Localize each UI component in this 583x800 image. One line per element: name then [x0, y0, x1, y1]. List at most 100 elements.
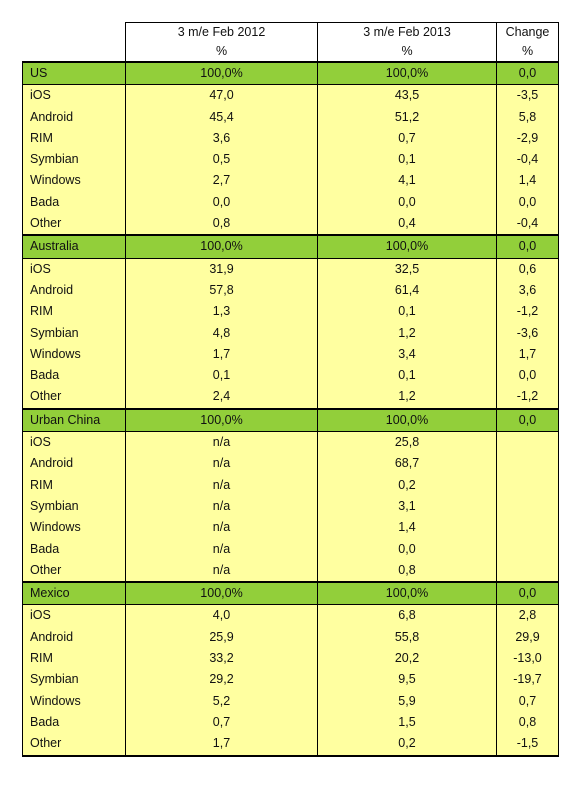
share-change: 1,4 — [496, 170, 559, 192]
share-2012: 4,0 — [125, 604, 318, 627]
share-2013: 9,5 — [317, 669, 497, 691]
share-2013: 0,8 — [317, 559, 497, 583]
share-2013: 0,2 — [317, 474, 497, 496]
share-2012: 1,3 — [125, 301, 318, 323]
table-body: US 100,0% 100,0% 0,0 iOS 47,0 43,5 -3,5 Android 4… — [22, 61, 559, 757]
platform-name: Windows — [22, 690, 126, 712]
share-2013: 0,1 — [317, 365, 497, 387]
header-col2-period: 3 m/e Feb 2013 — [317, 22, 497, 42]
share-2013: 32,5 — [317, 258, 497, 280]
share-change — [496, 538, 559, 560]
platform-name: Symbian — [22, 149, 126, 171]
share-2013: 61,4 — [317, 279, 497, 302]
share-change: -2,9 — [496, 127, 559, 150]
region-name: Mexico — [22, 581, 126, 606]
share-2012: 2,4 — [125, 386, 318, 409]
header-col3-change: Change — [496, 22, 559, 42]
region-change: 0,0 — [496, 407, 559, 433]
share-2013: 5,9 — [317, 690, 497, 712]
share-change: 0,0 — [496, 191, 559, 214]
market-share-table: 3 m/e Feb 2012 3 m/e Feb 2013 Change % %… — [22, 22, 559, 757]
share-2012: n/a — [125, 431, 318, 454]
table-row: Symbian 29,2 9,5 -19,7 — [22, 669, 559, 691]
share-2013: 1,2 — [317, 322, 497, 344]
share-2012: 57,8 — [125, 279, 318, 302]
table-row: Bada 0,1 0,1 0,0 — [22, 365, 559, 387]
share-2013: 68,7 — [317, 453, 497, 475]
share-change: -0,4 — [496, 149, 559, 171]
share-2013: 1,2 — [317, 386, 497, 409]
share-change: -1,5 — [496, 733, 559, 757]
share-2012: n/a — [125, 474, 318, 496]
table-row: Windows 1,7 3,4 1,7 — [22, 343, 559, 366]
table-row: Other 0,8 0,4 -0,4 — [22, 213, 559, 236]
region-row: Urban China 100,0% 100,0% 0,0 — [22, 407, 559, 433]
share-2013: 43,5 — [317, 84, 497, 107]
table-row: Symbian 0,5 0,1 -0,4 — [22, 149, 559, 171]
platform-name: Symbian — [22, 669, 126, 691]
share-2012: 3,6 — [125, 127, 318, 150]
platform-name: Bada — [22, 365, 126, 387]
platform-name: Windows — [22, 170, 126, 192]
region-change: 0,0 — [496, 234, 559, 259]
header-col3-unit: % — [496, 42, 559, 63]
table-row: Other n/a 0,8 — [22, 559, 559, 583]
share-change: 3,6 — [496, 279, 559, 302]
table-row: Windows 2,7 4,1 1,4 — [22, 170, 559, 192]
share-2012: n/a — [125, 517, 318, 539]
table-header: 3 m/e Feb 2012 3 m/e Feb 2013 Change % %… — [22, 22, 559, 63]
share-2012: n/a — [125, 559, 318, 583]
share-2013: 3,4 — [317, 343, 497, 366]
table-row: Other 1,7 0,2 -1,5 — [22, 733, 559, 757]
region-total: 100,0% — [125, 581, 318, 606]
platform-name: Symbian — [22, 495, 126, 518]
share-change: -3,5 — [496, 84, 559, 107]
share-2012: 31,9 — [125, 258, 318, 280]
platform-name: iOS — [22, 604, 126, 627]
table-row: Bada 0,0 0,0 0,0 — [22, 191, 559, 214]
share-change — [496, 559, 559, 583]
share-change — [496, 517, 559, 539]
share-change: -19,7 — [496, 669, 559, 691]
table-row: RIM 33,2 20,2 -13,0 — [22, 648, 559, 670]
table-row: Android n/a 68,7 — [22, 453, 559, 475]
share-2012: 5,2 — [125, 690, 318, 712]
region-name: Urban China — [22, 407, 126, 433]
region-total: 100,0% — [317, 581, 497, 606]
share-2013: 55,8 — [317, 626, 497, 649]
share-2012: 0,5 — [125, 149, 318, 171]
share-2012: 0,7 — [125, 711, 318, 734]
share-change: 0,7 — [496, 690, 559, 712]
share-2012: 4,8 — [125, 322, 318, 344]
region-row: Mexico 100,0% 100,0% 0,0 — [22, 581, 559, 606]
platform-name: Other — [22, 386, 126, 409]
share-2013: 0,1 — [317, 301, 497, 323]
region-change: 0,0 — [496, 61, 559, 86]
platform-name: Windows — [22, 343, 126, 366]
header-col2-unit: % — [317, 42, 497, 63]
table-row: RIM 1,3 0,1 -1,2 — [22, 301, 559, 323]
share-2012: 45,4 — [125, 106, 318, 128]
platform-name: Bada — [22, 711, 126, 734]
table-row: Android 57,8 61,4 3,6 — [22, 279, 559, 302]
table-row: Symbian n/a 3,1 — [22, 495, 559, 518]
share-2013: 0,2 — [317, 733, 497, 757]
region-total: 100,0% — [317, 234, 497, 259]
table-row: Android 45,4 51,2 5,8 — [22, 106, 559, 128]
share-2012: 1,7 — [125, 733, 318, 757]
region-name: US — [22, 61, 126, 86]
region-total: 100,0% — [317, 407, 497, 433]
share-2012: 47,0 — [125, 84, 318, 107]
table-row: iOS n/a 25,8 — [22, 431, 559, 454]
table-row: Symbian 4,8 1,2 -3,6 — [22, 322, 559, 344]
share-2012: 29,2 — [125, 669, 318, 691]
platform-name: Android — [22, 453, 126, 475]
region-change: 0,0 — [496, 581, 559, 606]
table-row: RIM 3,6 0,7 -2,9 — [22, 127, 559, 150]
share-2013: 0,0 — [317, 538, 497, 560]
share-change: -3,6 — [496, 322, 559, 344]
share-change: 2,8 — [496, 604, 559, 627]
header-col1-unit: % — [125, 42, 318, 63]
table-row: Bada n/a 0,0 — [22, 538, 559, 560]
table-row: iOS 31,9 32,5 0,6 — [22, 258, 559, 280]
